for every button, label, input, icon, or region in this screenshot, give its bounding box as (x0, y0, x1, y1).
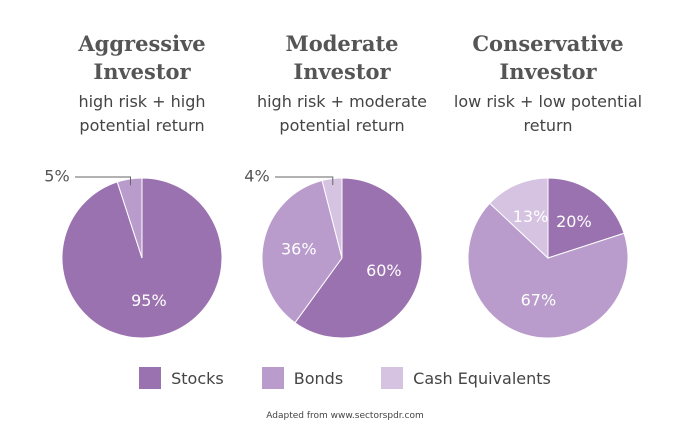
value-label: 95% (131, 291, 167, 310)
value-label: 13% (513, 207, 549, 226)
legend-label: Stocks (171, 368, 224, 388)
legend-swatch (139, 367, 162, 389)
pie-slice (488, 177, 549, 260)
pie-slice (294, 177, 423, 339)
chart-title: Conservative Investor (472, 31, 624, 84)
legend-label: Bonds (293, 368, 344, 388)
pie-slice (467, 202, 629, 339)
legend-item: Cash Equivalents (381, 367, 551, 389)
chart-title: Moderate Investor (285, 31, 399, 84)
pie-slice (261, 179, 343, 324)
legend: Stocks Bonds Cash Equivalents (0, 367, 690, 389)
value-label: 36% (281, 239, 317, 258)
legend-swatch (381, 367, 404, 389)
legend-swatch (261, 367, 284, 389)
pie-slice (547, 177, 625, 259)
pie-slice (116, 177, 143, 259)
leader-line (275, 176, 334, 185)
chart-subtitle: high risk + high potential return (78, 92, 206, 135)
legend-item: Bonds (261, 367, 344, 389)
value-label: 5% (44, 167, 69, 186)
value-label: 4% (244, 167, 269, 186)
value-label: 67% (521, 290, 557, 309)
chart-subtitle: high risk + moderate potential return (256, 92, 428, 135)
chart-title: Aggressive Investor (78, 31, 206, 84)
source: Adapted from www.sectorspdr.com (266, 411, 424, 421)
pie-slice (321, 177, 343, 259)
value-label: 20% (556, 212, 592, 231)
legend-item: Stocks (139, 367, 224, 389)
leader-line (75, 176, 131, 186)
chart-subtitle: low risk + low potential return (453, 92, 643, 135)
legend-label: Cash Equivalents (413, 368, 551, 388)
value-label: 60% (366, 261, 402, 280)
